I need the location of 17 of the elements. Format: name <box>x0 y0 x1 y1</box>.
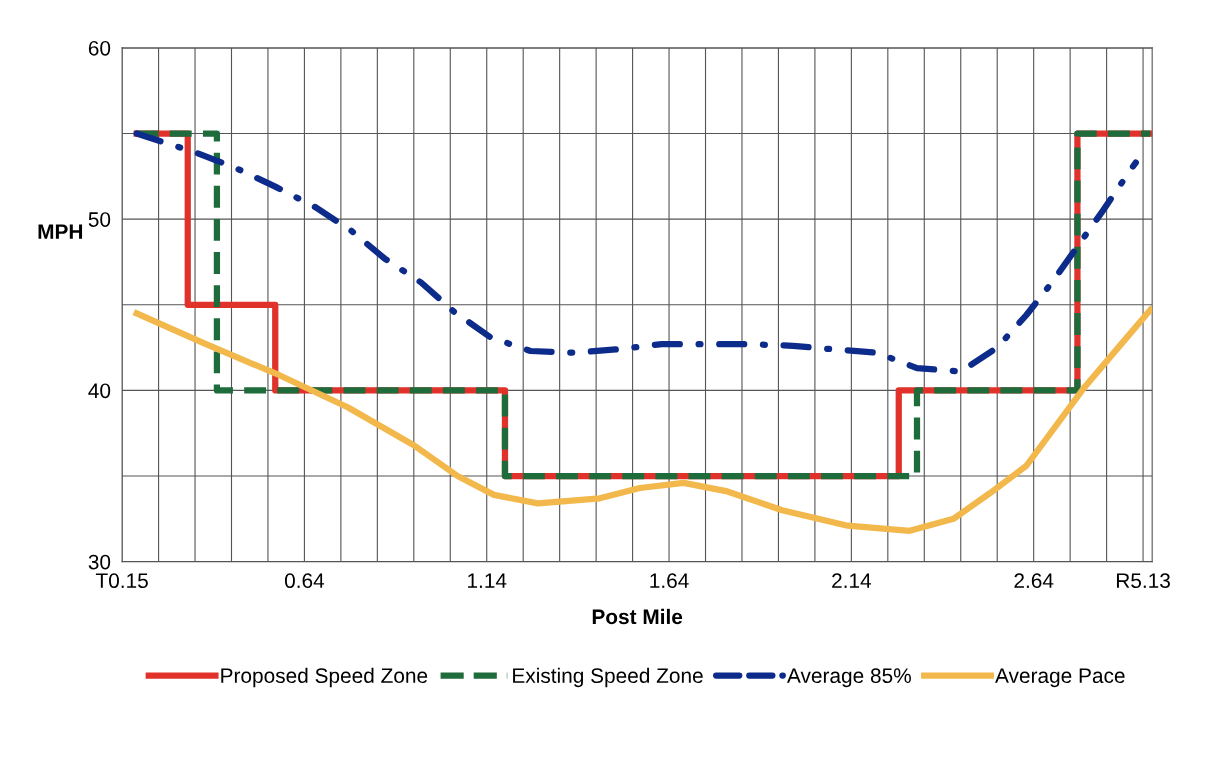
legend-label: Proposed Speed Zone <box>221 667 428 688</box>
x-axis-title: Post Mile <box>592 608 683 625</box>
legend-label: Average 85% <box>787 668 911 688</box>
y-tick-label: 50 <box>88 212 111 227</box>
y-tick-label: 60 <box>88 40 111 56</box>
legend-label: Existing Speed Zone <box>513 667 703 688</box>
legend-label: Average Pace <box>995 668 1125 688</box>
x-tick-label: R5.13 <box>1116 573 1170 589</box>
x-tick-label: 2.64 <box>1014 573 1054 589</box>
x-tick-label: 2.14 <box>832 573 872 588</box>
y-tick-label: 40 <box>88 383 111 399</box>
y-tick-label: 30 <box>88 554 111 570</box>
x-tick-label: 1.64 <box>650 573 689 589</box>
x-tick-label: T0.15 <box>95 573 148 589</box>
x-tick-label: 0.64 <box>284 573 325 589</box>
y-axis-title: MPH <box>38 224 83 239</box>
x-tick-label: 1.14 <box>468 573 507 588</box>
